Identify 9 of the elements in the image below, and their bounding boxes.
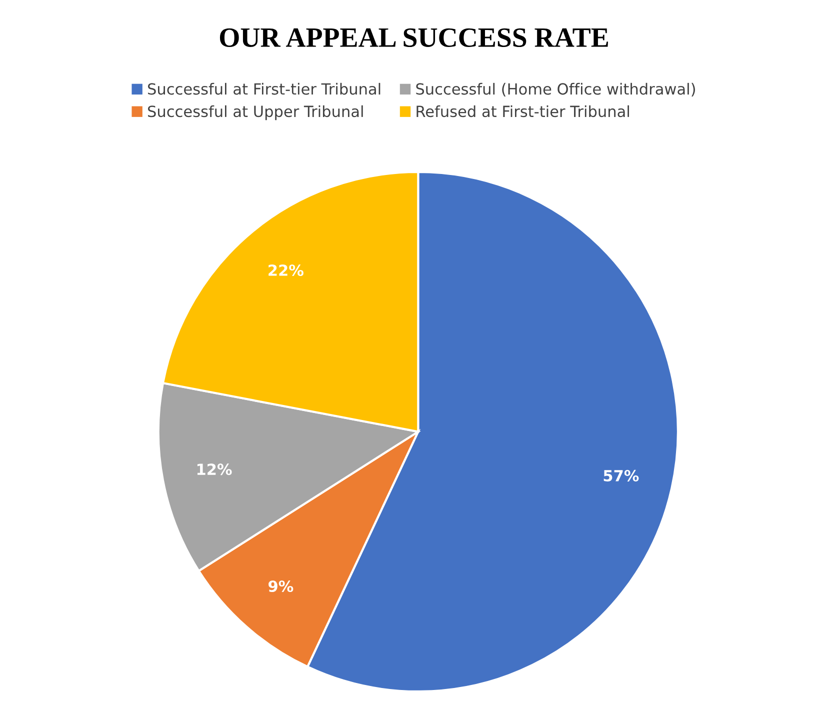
data-label: 9% (268, 580, 294, 592)
data-label: 57% (604, 470, 639, 482)
data-label: 22% (268, 264, 304, 276)
legend-label: Successful at Upper Tribunal (148, 105, 363, 120)
chart-title: OUR APPEAL SUCCESS RATE (220, 28, 608, 47)
data-label: 12% (197, 464, 232, 476)
legend-label: Successful at First-tier Tribunal (148, 82, 380, 95)
legend-label: Successful (Home Office withdrawal) (416, 82, 695, 97)
legend-label: Refused at First-tier Tribunal (416, 105, 629, 118)
